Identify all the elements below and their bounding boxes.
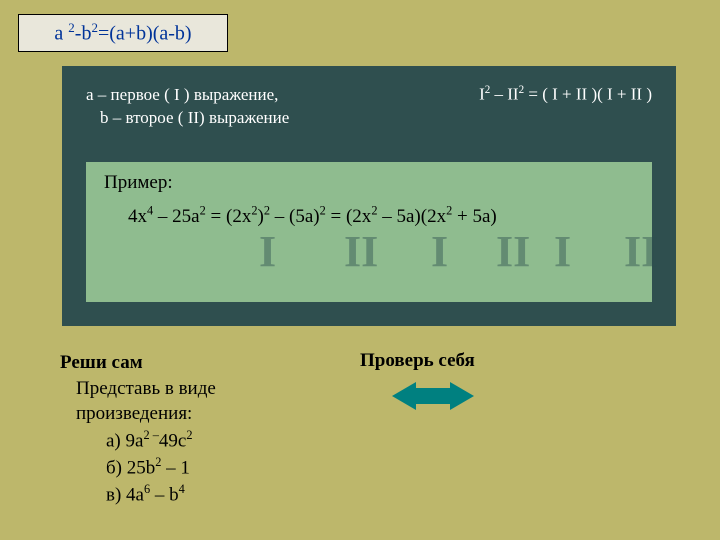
example-title: Пример: bbox=[104, 172, 634, 194]
solve-item: в) 4a6 – b4 bbox=[76, 481, 216, 508]
solve-item: а) 9a2 –49c2 bbox=[76, 427, 216, 454]
double-arrow-icon[interactable] bbox=[392, 382, 474, 410]
arrow-bar bbox=[416, 388, 450, 404]
watermark-icon: I bbox=[431, 226, 448, 277]
solve-yourself-block: Реши сам Представь в виде произведения: … bbox=[60, 350, 216, 508]
check-yourself-title: Проверь себя bbox=[360, 350, 475, 372]
legend-line2: b – второе ( II) выражение bbox=[86, 107, 289, 130]
example-equation: I II I II I II 4x4 – 25a2 = (2x2)2 – (5a… bbox=[104, 204, 634, 228]
solve-title: Реши сам bbox=[60, 350, 216, 376]
legend-left: a – первое ( I ) выражение, b – второе (… bbox=[86, 84, 289, 130]
formula-text: a 2-b2=(a+b)(a-b) bbox=[54, 20, 191, 46]
watermark-icon: II bbox=[344, 226, 378, 277]
watermark-icon: II bbox=[496, 226, 530, 277]
arrow-right-icon bbox=[450, 382, 474, 410]
legend-line1: a – первое ( I ) выражение, bbox=[86, 84, 289, 107]
solve-prompt-line1: Представь в виде bbox=[76, 376, 216, 402]
watermark-icon: I bbox=[554, 226, 571, 277]
example-panel: Пример: I II I II I II 4x4 – 25a2 = (2x2… bbox=[86, 162, 652, 302]
solve-prompt-line2: произведения: bbox=[76, 401, 216, 427]
watermark-icon: I bbox=[259, 226, 276, 277]
equation-text: 4x4 – 25a2 = (2x2)2 – (5a)2 = (2x2 – 5a)… bbox=[104, 206, 497, 227]
solve-item: б) 25b2 – 1 bbox=[76, 454, 216, 481]
arrow-left-icon bbox=[392, 382, 416, 410]
formula-box: a 2-b2=(a+b)(a-b) bbox=[18, 14, 228, 52]
legend-top: a – первое ( I ) выражение, b – второе (… bbox=[62, 66, 676, 130]
legend-right: I2 – II2 = ( I + II )( I + II ) bbox=[479, 84, 652, 130]
legend-panel: a – первое ( I ) выражение, b – второе (… bbox=[62, 66, 676, 326]
watermark-icon: II bbox=[624, 226, 658, 277]
solve-prompt: Представь в виде произведения: а) 9a2 –4… bbox=[60, 376, 216, 508]
